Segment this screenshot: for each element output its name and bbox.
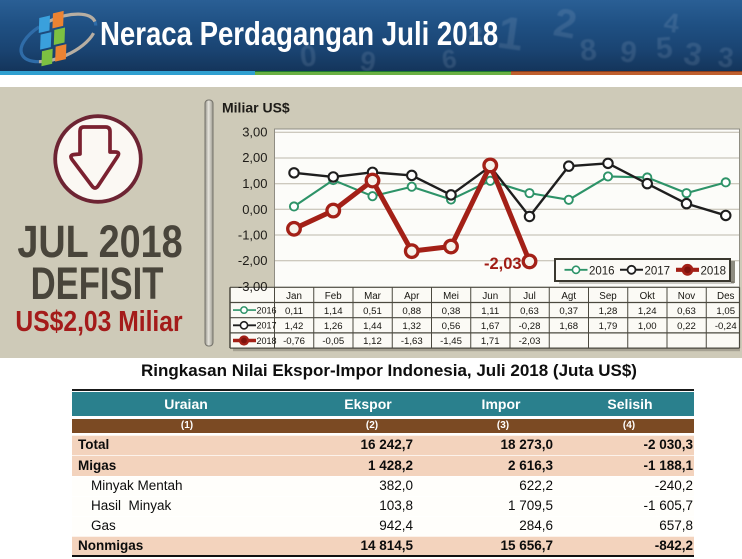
svg-text:0,88: 0,88 bbox=[402, 306, 421, 317]
svg-text:0,37: 0,37 bbox=[559, 306, 578, 317]
svg-text:2016: 2016 bbox=[257, 305, 277, 315]
svg-text:-3,00: -3,00 bbox=[238, 279, 268, 294]
svg-text:1,28: 1,28 bbox=[599, 306, 618, 317]
svg-text:Feb: Feb bbox=[325, 291, 342, 302]
svg-text:1,00: 1,00 bbox=[242, 176, 267, 191]
svg-text:0,63: 0,63 bbox=[677, 306, 696, 317]
svg-text:-0,28: -0,28 bbox=[519, 321, 541, 332]
svg-text:-2,03: -2,03 bbox=[484, 255, 522, 273]
svg-text:1,79: 1,79 bbox=[599, 321, 618, 332]
svg-text:0,63: 0,63 bbox=[520, 306, 539, 317]
svg-text:2016: 2016 bbox=[589, 266, 615, 278]
svg-text:Okt: Okt bbox=[640, 291, 656, 302]
svg-text:1,00: 1,00 bbox=[638, 321, 657, 332]
svg-text:1,14: 1,14 bbox=[324, 306, 343, 317]
svg-text:Nov: Nov bbox=[678, 291, 696, 302]
svg-text:Mar: Mar bbox=[364, 291, 382, 302]
svg-text:Miliar US$: Miliar US$ bbox=[222, 100, 290, 116]
svg-text:Jan: Jan bbox=[286, 291, 302, 302]
svg-text:0,56: 0,56 bbox=[442, 321, 461, 332]
svg-text:Apr: Apr bbox=[404, 291, 420, 302]
svg-text:0,00: 0,00 bbox=[242, 202, 267, 217]
svg-text:0,11: 0,11 bbox=[285, 306, 303, 317]
svg-text:2018: 2018 bbox=[701, 266, 727, 278]
svg-text:Des: Des bbox=[717, 291, 735, 302]
svg-text:-0,24: -0,24 bbox=[715, 321, 738, 332]
svg-text:2,00: 2,00 bbox=[242, 150, 267, 165]
svg-text:1,11: 1,11 bbox=[481, 306, 499, 317]
svg-text:-1,00: -1,00 bbox=[238, 228, 268, 243]
svg-text:0,51: 0,51 bbox=[363, 306, 382, 317]
svg-text:1,24: 1,24 bbox=[638, 306, 657, 317]
svg-text:0,38: 0,38 bbox=[442, 306, 461, 317]
svg-text:1,68: 1,68 bbox=[559, 321, 578, 332]
svg-text:Agt: Agt bbox=[561, 291, 576, 302]
svg-text:3,00: 3,00 bbox=[242, 125, 267, 140]
svg-text:2017: 2017 bbox=[257, 321, 277, 331]
svg-text:-1,63: -1,63 bbox=[401, 336, 423, 347]
svg-text:1,32: 1,32 bbox=[402, 321, 421, 332]
svg-text:1,71: 1,71 bbox=[481, 336, 500, 347]
svg-text:1,05: 1,05 bbox=[716, 306, 735, 317]
svg-text:1,26: 1,26 bbox=[324, 321, 343, 332]
svg-text:1,67: 1,67 bbox=[481, 321, 500, 332]
svg-text:Jun: Jun bbox=[482, 291, 498, 302]
svg-text:1,42: 1,42 bbox=[285, 321, 304, 332]
svg-text:2018: 2018 bbox=[257, 336, 277, 346]
svg-text:Mei: Mei bbox=[443, 291, 459, 302]
svg-text:-0,05: -0,05 bbox=[322, 336, 344, 347]
svg-text:Jul: Jul bbox=[523, 291, 536, 302]
svg-text:1,12: 1,12 bbox=[363, 336, 382, 347]
svg-text:-0,76: -0,76 bbox=[283, 336, 305, 347]
svg-text:-1,45: -1,45 bbox=[440, 336, 462, 347]
svg-text:2017: 2017 bbox=[645, 266, 671, 278]
svg-text:1,44: 1,44 bbox=[363, 321, 382, 332]
svg-text:0,22: 0,22 bbox=[677, 321, 696, 332]
svg-text:-2,03: -2,03 bbox=[519, 336, 541, 347]
svg-text:-2,00: -2,00 bbox=[238, 253, 268, 268]
svg-text:Sep: Sep bbox=[599, 291, 617, 302]
